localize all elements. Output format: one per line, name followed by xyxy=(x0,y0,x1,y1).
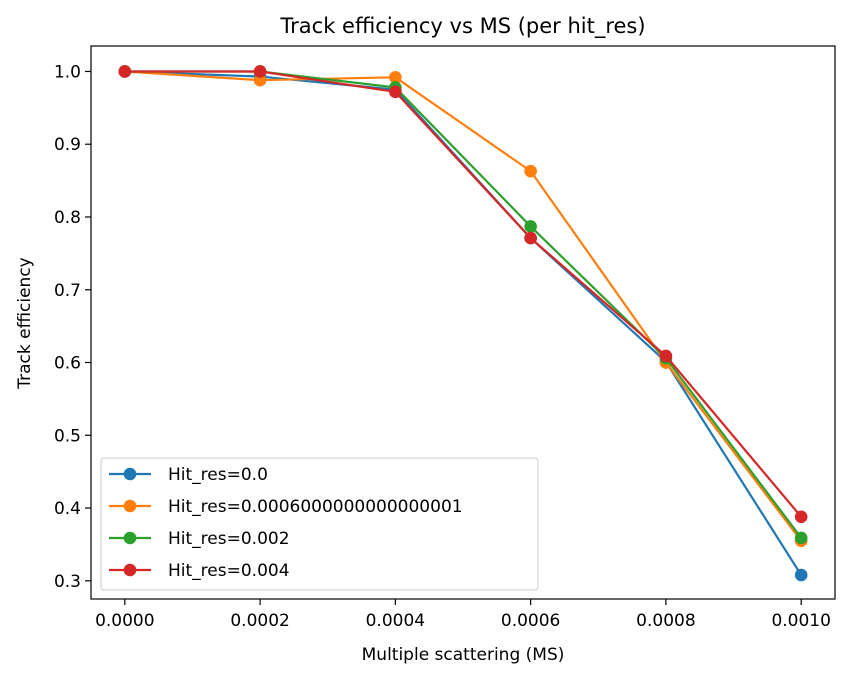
data-point-series-4 xyxy=(524,231,537,245)
data-point-series-3 xyxy=(794,531,808,545)
axes-frame xyxy=(90,45,836,600)
x-tick-label: 0.0010 xyxy=(771,611,830,631)
y-tick-label: 0.3 xyxy=(54,572,81,592)
y-tick-label: 0.7 xyxy=(54,281,81,301)
legend-marker-1 xyxy=(123,467,137,481)
x-tick-label: 0.0004 xyxy=(366,611,425,631)
data-point-series-4 xyxy=(389,85,402,99)
y-tick-label: 0.9 xyxy=(54,135,81,155)
data-point-series-2 xyxy=(389,70,402,84)
plot-area: 0.0000 0.0002 0.0004 0.0006 0.0008 0.0010 0.3 0… xyxy=(54,45,836,631)
legend-marker-3 xyxy=(123,531,137,545)
y-tick-label: 1.0 xyxy=(54,62,81,82)
legend-label-1: Hit_res=0.0 xyxy=(168,465,268,485)
data-point-series-2 xyxy=(253,73,267,87)
y-tick-label: 0.6 xyxy=(54,354,81,374)
data-point-series-2 xyxy=(524,164,537,178)
legend-marker-4 xyxy=(123,563,137,577)
data-point-series-1 xyxy=(794,568,808,582)
legend-label-4: Hit_res=0.004 xyxy=(168,561,290,581)
chart-title: Track efficiency vs MS (per hit_res) xyxy=(279,14,645,39)
x-tick-label: 0.0000 xyxy=(95,611,154,631)
data-point-series-3 xyxy=(524,220,537,233)
legend-label-3: Hit_res=0.002 xyxy=(168,529,290,549)
y-tick-label: 0.5 xyxy=(54,426,81,446)
legend-marker-2 xyxy=(123,499,137,513)
y-axis-label: Track efficiency xyxy=(15,257,35,390)
x-axis-label: Multiple scattering (MS) xyxy=(362,645,565,665)
series-line-2 xyxy=(124,70,803,542)
data-point-series-4 xyxy=(659,349,673,363)
series-line-4 xyxy=(124,70,803,518)
x-tick-label: 0.0006 xyxy=(501,611,560,631)
x-tick-label: 0.0008 xyxy=(636,611,695,631)
data-point-series-4 xyxy=(118,65,132,78)
y-tick-label: 0.8 xyxy=(54,208,81,228)
data-point-series-4 xyxy=(253,65,267,78)
data-point-series-4 xyxy=(794,510,808,524)
x-tick-label: 0.0002 xyxy=(230,611,289,631)
legend-box xyxy=(100,457,539,591)
legend-label-2: Hit_res=0.0006000000000000001 xyxy=(168,497,463,517)
y-tick-label: 0.4 xyxy=(54,499,81,519)
